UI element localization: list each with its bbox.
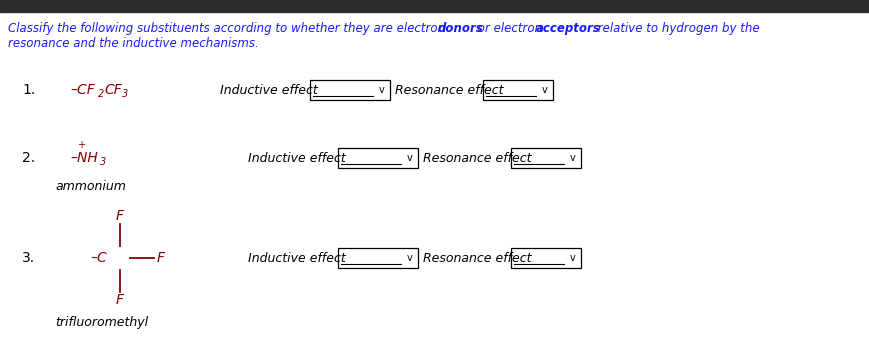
Text: 2.: 2. — [22, 151, 35, 165]
Text: +: + — [78, 140, 86, 150]
Bar — [510, 148, 580, 168]
Text: v: v — [379, 85, 384, 95]
Text: trifluoromethyl: trifluoromethyl — [55, 316, 148, 329]
Text: v: v — [407, 153, 413, 163]
Text: 3: 3 — [122, 89, 128, 99]
Text: F: F — [116, 209, 124, 223]
Text: Inductive effect: Inductive effect — [220, 83, 317, 97]
Text: 2: 2 — [98, 89, 104, 99]
Text: acceptors: acceptors — [535, 22, 600, 35]
Text: ammonium: ammonium — [55, 180, 126, 193]
Text: or electron: or electron — [474, 22, 545, 35]
Text: –NH: –NH — [70, 151, 97, 165]
Text: –C: –C — [90, 251, 107, 265]
Bar — [510, 248, 580, 268]
Bar — [482, 80, 553, 100]
Bar — [0, 0, 869, 12]
Text: v: v — [569, 153, 575, 163]
Text: –CF: –CF — [70, 83, 95, 97]
Text: F: F — [116, 293, 124, 307]
Bar — [338, 248, 417, 268]
Text: CF: CF — [104, 83, 122, 97]
Bar — [338, 148, 417, 168]
Text: Resonance effect: Resonance effect — [422, 252, 531, 265]
Text: donors: donors — [437, 22, 483, 35]
Text: resonance and the inductive mechanisms.: resonance and the inductive mechanisms. — [8, 37, 258, 50]
Text: 1.: 1. — [22, 83, 36, 97]
Bar — [309, 80, 389, 100]
Text: Inductive effect: Inductive effect — [248, 252, 345, 265]
Text: v: v — [541, 85, 547, 95]
Text: v: v — [407, 253, 413, 263]
Text: 3.: 3. — [22, 251, 35, 265]
Text: F: F — [156, 251, 165, 265]
Text: relative to hydrogen by the: relative to hydrogen by the — [594, 22, 759, 35]
Text: Classify the following substituents according to whether they are electron: Classify the following substituents acco… — [8, 22, 448, 35]
Text: Resonance effect: Resonance effect — [422, 151, 531, 164]
Text: Resonance effect: Resonance effect — [395, 83, 503, 97]
Text: 3: 3 — [100, 157, 106, 167]
Text: Inductive effect: Inductive effect — [248, 151, 345, 164]
Text: v: v — [569, 253, 575, 263]
